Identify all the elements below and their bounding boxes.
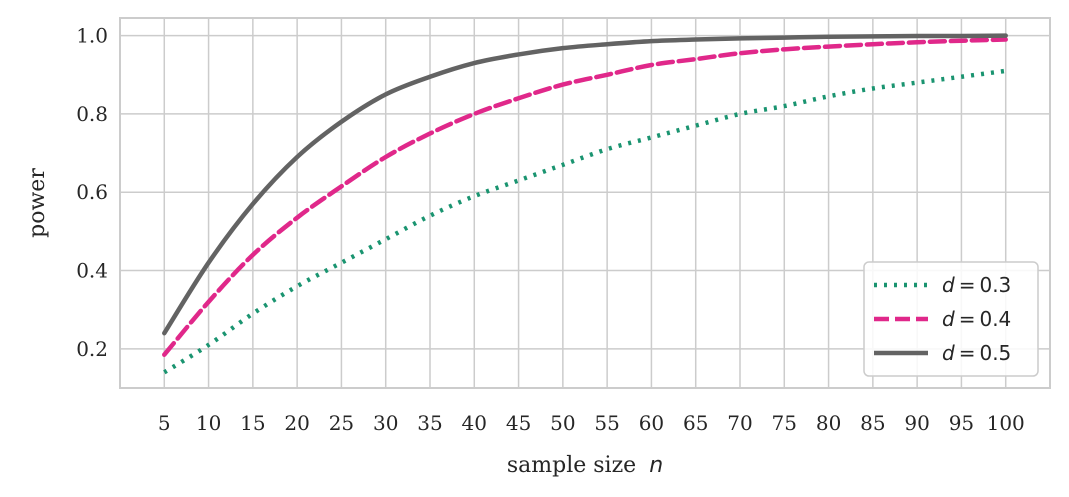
plot-frame: [119, 17, 1051, 389]
y-tick-label: 0.8: [76, 102, 108, 126]
y-tick-label: 1.0: [76, 24, 108, 48]
x-tick-label: 45: [506, 411, 531, 435]
x-tick-label: 95: [949, 411, 974, 435]
legend-box: [863, 261, 1039, 377]
legend-entry-1: d = 0.4: [942, 307, 1011, 331]
x-tick-label: 10: [196, 411, 221, 435]
x-axis-label-text: sample size: [507, 453, 636, 478]
legend-var: d: [942, 273, 955, 297]
legend-entry-0: d = 0.3: [942, 273, 1011, 297]
series-line-1: [162, 37, 1008, 357]
legend-var: d: [942, 307, 955, 331]
x-tick-labels: 5 10 15 20 25 30 35 40 45 50 55 60 65 70 75 80 85 90 95 100: [158, 411, 1025, 435]
y-tick-labels: 0.2 0.4 0.6 0.8 1.0: [76, 24, 108, 361]
legend-equals: =: [959, 273, 976, 297]
y-tick-label: 0.4: [76, 259, 108, 283]
legend: d = 0.3d = 0.4d = 0.5: [863, 261, 1039, 377]
x-tick-label: 15: [240, 411, 265, 435]
x-tick-label: 85: [860, 411, 885, 435]
y-tick-label: 0.6: [76, 180, 108, 204]
legend-equals: =: [959, 341, 976, 365]
x-tick-label: 50: [550, 411, 575, 435]
x-tick-label: 65: [683, 411, 708, 435]
x-tick-label: 40: [462, 411, 487, 435]
x-tick-label: 100: [987, 411, 1025, 435]
y-axis-label: power: [25, 168, 50, 238]
legend-equals: =: [959, 307, 976, 331]
series-line-2: [162, 33, 1008, 336]
legend-value: 0.5: [979, 341, 1011, 365]
x-tick-label: 25: [329, 411, 354, 435]
x-tick-label: 60: [639, 411, 664, 435]
y-tick-label: 0.2: [76, 337, 108, 361]
x-tick-label: 5: [158, 411, 171, 435]
legend-value: 0.4: [979, 307, 1011, 331]
x-tick-label: 35: [417, 411, 442, 435]
x-axis-label-var: n: [649, 453, 663, 478]
x-tick-label: 55: [594, 411, 619, 435]
x-tick-label: 80: [816, 411, 841, 435]
series-lines: [162, 33, 1008, 375]
x-tick-label: 70: [727, 411, 752, 435]
x-tick-label: 20: [284, 411, 309, 435]
x-tick-label: 75: [772, 411, 797, 435]
x-axis-label: sample size n: [507, 453, 663, 478]
series-line-0: [163, 68, 1007, 375]
legend-value: 0.3: [979, 273, 1011, 297]
x-tick-label: 30: [373, 411, 398, 435]
legend-var: d: [942, 341, 955, 365]
legend-entry-2: d = 0.5: [942, 341, 1011, 365]
x-tick-label: 90: [904, 411, 929, 435]
